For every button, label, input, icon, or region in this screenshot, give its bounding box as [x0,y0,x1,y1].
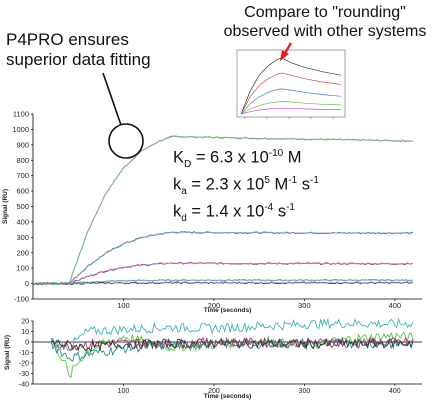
series-cyan-trace [32,278,414,285]
kd-dissociation-rate: kd = 1.4 x 10-4 s-1 [173,202,295,224]
y-tick-label: 900 [16,140,29,149]
y-tick-label: 200 [16,248,29,257]
y-tick-label: -30 [19,371,29,378]
x-tick-label: 200 [208,388,220,395]
y-tick-label: 800 [16,156,29,165]
residual-chart: -40 -30 -20 -10 0 10 20 100 200 300 400 Time (secon… [4,317,422,400]
y-tick-label: -40 [19,382,29,389]
y-tick-label: 0 [25,340,29,347]
series-dark-fit [33,282,413,284]
y-tick-label: 500 [16,202,29,211]
left-callout: P4PRO ensures superior data fitting [6,30,206,70]
series-green-fit [33,135,414,284]
red-arrow-icon [280,42,293,61]
y-tick-label: 600 [16,187,29,196]
series-teal-fit [33,231,413,284]
left-callout-line2: superior data fitting [6,50,151,69]
y-axis-label: Signal (RU) [2,189,9,224]
x-tick-label: 100 [118,388,130,395]
y-tick-label: 1100 [13,110,29,119]
x-tick-label: 300 [298,301,311,310]
y-tick-label: 700 [16,171,29,180]
y-tick-label: 100 [16,264,29,273]
callout-leader-line [102,72,122,126]
kd-equilibrium-constant: KD = 6.3 x 10-10 M [173,148,302,170]
inset-rounding-chart [236,49,346,119]
main-sensorgram-chart: -100 0 100 200 300 400 500 600 700 800 900 1000 1100… [2,110,422,314]
y-tick-label: 1000 [12,125,29,134]
highlight-circle [108,123,144,159]
x-tick-label: 100 [117,301,130,310]
left-callout-line1: P4PRO ensures [6,30,129,49]
inset-series-3 [240,88,342,115]
x-tick-label: 200 [208,301,221,310]
x-tick-label: 300 [299,388,311,395]
x-tick-label: 400 [389,388,401,395]
y-tick-label: 0 [25,279,29,288]
series-dark-trace [50,337,414,353]
series-magenta-trace [50,336,414,352]
right-callout: Compare to "rounding" observed with othe… [214,3,436,41]
series-cyan-fit [33,279,413,284]
y-axis-label: Signal (RU) [4,335,11,370]
y-tick-label: 300 [16,233,29,242]
series-magenta-trace [32,261,414,285]
series-teal-trace [50,337,414,362]
right-callout-line1: Compare to "rounding" [244,4,406,21]
y-tick-label: 10 [21,329,29,336]
inset-series-2 [240,72,342,115]
x-tick-label: 400 [389,301,402,310]
inset-series-1 [240,57,342,115]
series-teal-trace [32,231,414,285]
inset-frame [236,49,346,118]
series-magenta-fit [33,262,413,284]
y-tick-label: -100 [14,295,29,304]
right-callout-line2: observed with other systems [223,23,427,40]
y-tick-label: 20 [21,319,29,326]
y-tick-label: -10 [19,350,29,357]
inset-series-5 [240,107,341,115]
x-axis-label: Time (seconds) [204,307,252,314]
x-axis-label: Time (seconds) [204,393,252,400]
inset-series-4 [240,101,342,115]
y-tick-label: -20 [19,361,29,368]
y-tick-label: 400 [16,217,29,226]
ka-association-rate: ka = 2.3 x 105 M-1 s-1 [173,175,319,197]
series-cyan-trace [51,317,414,351]
